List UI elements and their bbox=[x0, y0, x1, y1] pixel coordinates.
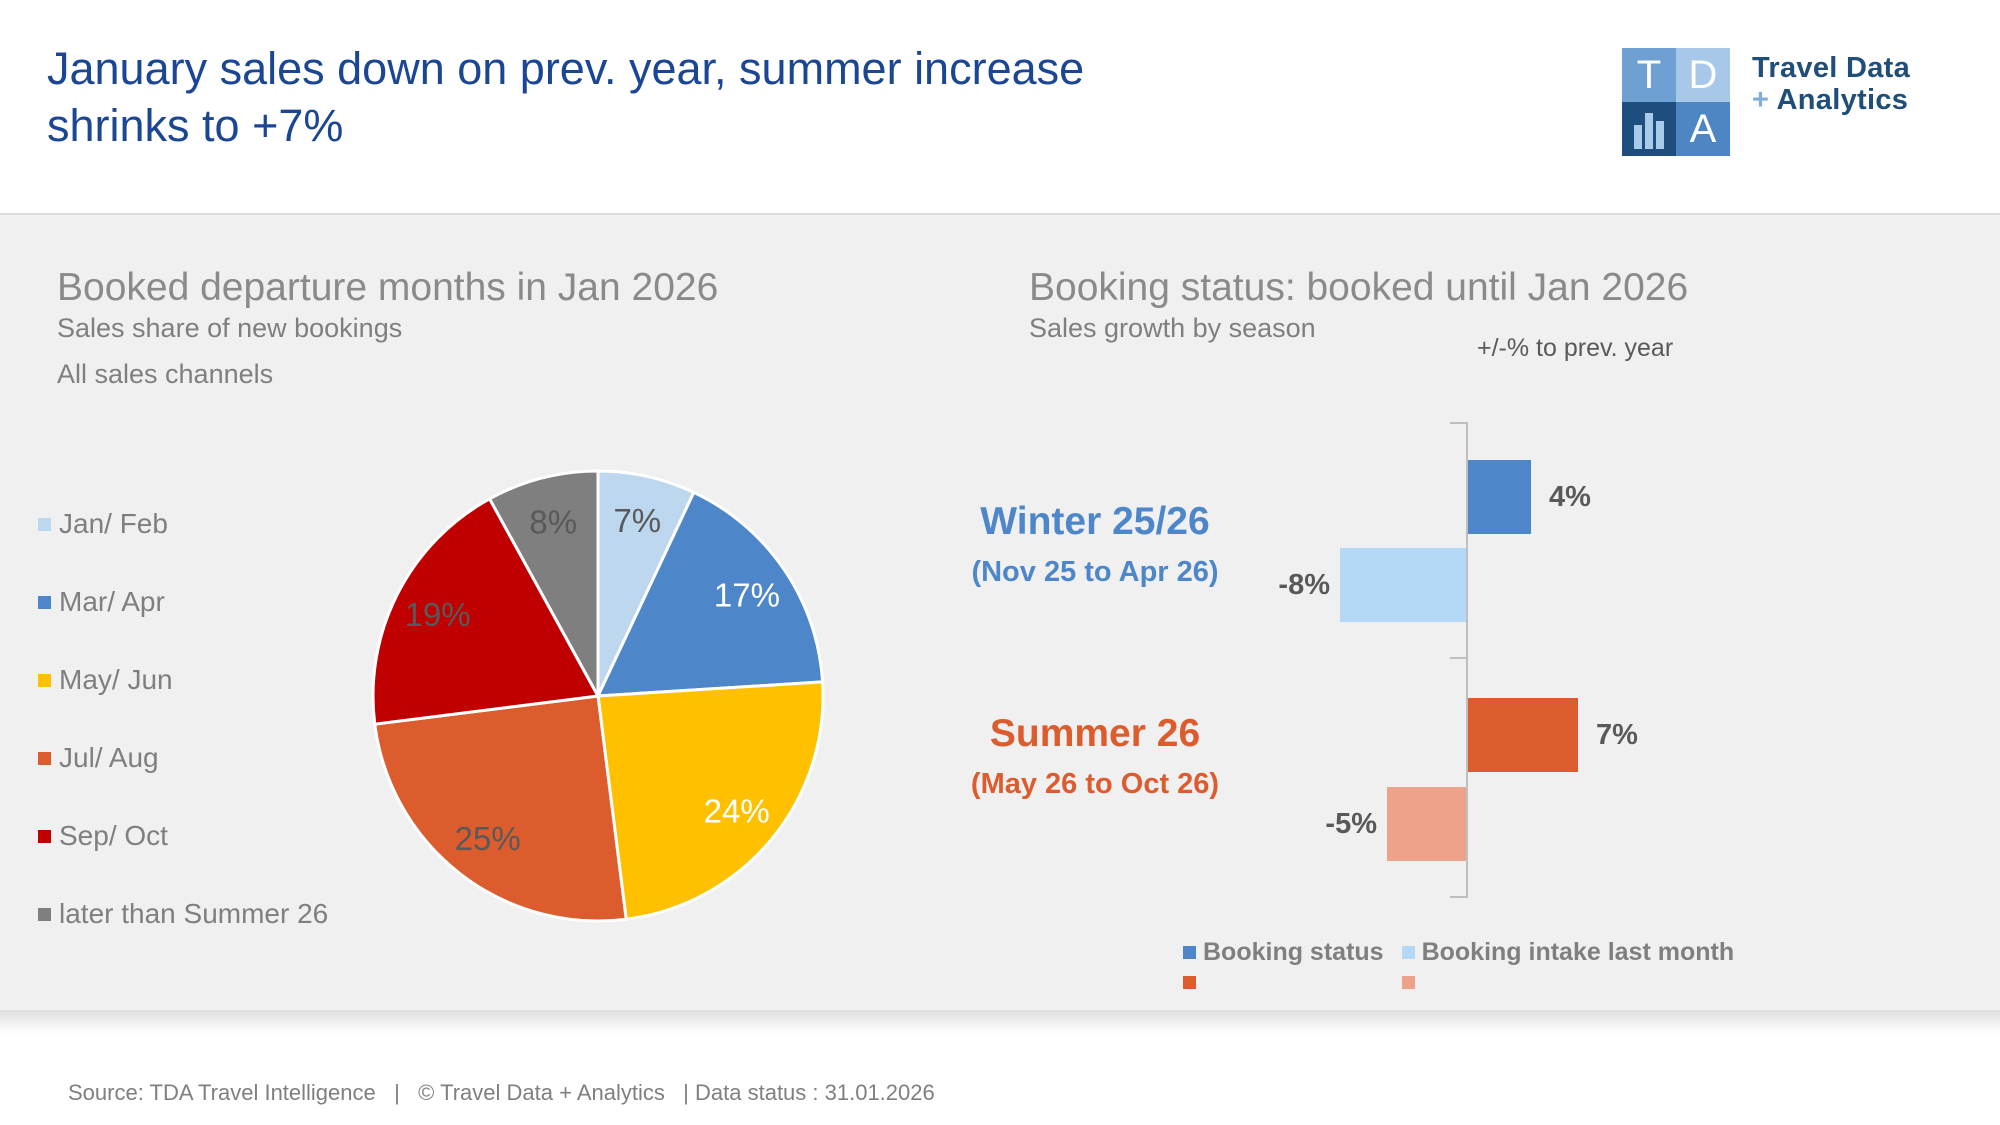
legend-swatch bbox=[38, 595, 51, 609]
pie-slice-value: 7% bbox=[613, 502, 661, 539]
legend-swatch bbox=[1401, 945, 1415, 959]
logo-letter-t: T bbox=[1622, 48, 1676, 102]
pie-slice-value: 8% bbox=[529, 503, 577, 540]
page-title: January sales down on prev. year, summer… bbox=[47, 40, 1247, 154]
legend-swatch bbox=[38, 907, 51, 921]
bar-chart: 4% -8% 7% -5% bbox=[950, 420, 1670, 900]
pie-section-title: Booked departure months in Jan 2026 bbox=[57, 266, 719, 309]
legend-swatch bbox=[1183, 975, 1196, 989]
legend-item: Jul/ Aug bbox=[38, 742, 328, 773]
legend-label: Jan/ Feb bbox=[59, 508, 168, 539]
legend-swatch bbox=[38, 751, 51, 765]
winter-range: (Nov 25 to Apr 26) bbox=[971, 556, 1219, 588]
legend-item: Mar/ Apr bbox=[38, 586, 328, 617]
pie-slice bbox=[488, 469, 600, 698]
pie-chart: 7% 17% 24% 25% 19% 8% bbox=[371, 469, 825, 923]
logo-wordmark-line1: Travel Data bbox=[1752, 52, 1911, 84]
bar-chart-icon bbox=[1622, 102, 1676, 156]
booking-status-bar bbox=[1468, 460, 1531, 534]
legend-item: Jan/ Feb bbox=[38, 508, 328, 539]
logo-plus: + bbox=[1752, 84, 1770, 116]
logo-letter-d: D bbox=[1676, 48, 1730, 102]
legend-item: Booking status bbox=[1183, 937, 1384, 1001]
logo-wordmark: Travel Data + Analytics bbox=[1752, 52, 1910, 116]
tda-logo: T D A bbox=[1622, 48, 1730, 156]
pie-slice bbox=[371, 497, 600, 726]
bar-icon-segment bbox=[1634, 125, 1642, 149]
booking-status-bar bbox=[1468, 698, 1578, 772]
bar-section-subtitle: Sales growth by season bbox=[1029, 313, 1316, 343]
logo-analytics: Analytics bbox=[1769, 84, 1909, 116]
legend-item: later than Summer 26 bbox=[38, 898, 329, 929]
pie-slice bbox=[596, 490, 825, 698]
pie-slice-value: 24% bbox=[704, 792, 770, 829]
axis-tick bbox=[1450, 422, 1466, 424]
legend-label: Jul/ Aug bbox=[59, 742, 159, 773]
legend-label: Booking intake last month bbox=[1421, 937, 1735, 966]
bar-legend: Booking status Booking intake last month bbox=[1183, 937, 1735, 1001]
pie-slice-value: 19% bbox=[405, 596, 471, 633]
booking-intake-bar bbox=[1387, 787, 1466, 861]
bar-value-label: -8% bbox=[1278, 569, 1330, 601]
pie-slice-value: 25% bbox=[455, 820, 521, 857]
legend-label: later than Summer 26 bbox=[59, 898, 329, 929]
pie-slice bbox=[596, 680, 825, 921]
legend-swatch bbox=[38, 829, 51, 843]
band-shadow bbox=[0, 1010, 2000, 1034]
bar-value-label: 7% bbox=[1596, 719, 1638, 751]
legend-item: Sep/ Oct bbox=[38, 820, 328, 851]
logo-letter-a: A bbox=[1676, 102, 1730, 156]
page-title-line2: shrinks to +7% bbox=[47, 100, 344, 151]
logo-wordmark-line2: + Analytics bbox=[1752, 84, 1910, 116]
axis-note: +/-% to prev. year bbox=[1477, 334, 1674, 362]
bar-icon-segment bbox=[1645, 113, 1653, 149]
pie-legend: Jan/ Feb Mar/ Apr May/ Jun Jul/ Aug Sep/ Oct… bbox=[38, 508, 329, 978]
legend-label: Mar/ Apr bbox=[59, 586, 165, 617]
category-axis bbox=[1466, 422, 1468, 898]
bar-icon-segment bbox=[1656, 121, 1664, 149]
page-title-line1: January sales down on prev. year, summer… bbox=[47, 43, 1085, 94]
axis-tick bbox=[1450, 896, 1466, 898]
bar-section-title: Booking status: booked until Jan 2026 bbox=[1029, 266, 1689, 309]
bar-value-label: 4% bbox=[1549, 481, 1591, 513]
pie-section-subtitle: Sales share of new bookings bbox=[57, 313, 403, 343]
summer-range: (May 26 to Oct 26) bbox=[970, 768, 1220, 800]
footer-text: Source: TDA Travel Intelligence | © Trav… bbox=[68, 1080, 935, 1105]
content-band bbox=[0, 213, 2000, 1010]
summer-label: Summer 26 bbox=[989, 712, 1201, 755]
axis-tick bbox=[1450, 657, 1466, 659]
pie-slice bbox=[373, 694, 628, 923]
legend-item: Booking intake last month bbox=[1401, 937, 1735, 1001]
pie-slice-value: 17% bbox=[714, 576, 780, 613]
pie-section-subtitle2: All sales channels bbox=[57, 359, 274, 389]
legend-label: Sep/ Oct bbox=[59, 820, 168, 851]
legend-item: May/ Jun bbox=[38, 664, 328, 695]
legend-swatch bbox=[1401, 975, 1415, 989]
bar-value-label: -5% bbox=[1325, 808, 1377, 840]
legend-swatch bbox=[38, 517, 51, 531]
legend-swatch bbox=[1183, 945, 1196, 959]
winter-label: Winter 25/26 bbox=[980, 500, 1210, 543]
legend-label: Booking status bbox=[1203, 937, 1384, 966]
legend-label: May/ Jun bbox=[59, 664, 173, 695]
booking-intake-bar bbox=[1340, 548, 1466, 622]
legend-swatch bbox=[38, 673, 51, 687]
